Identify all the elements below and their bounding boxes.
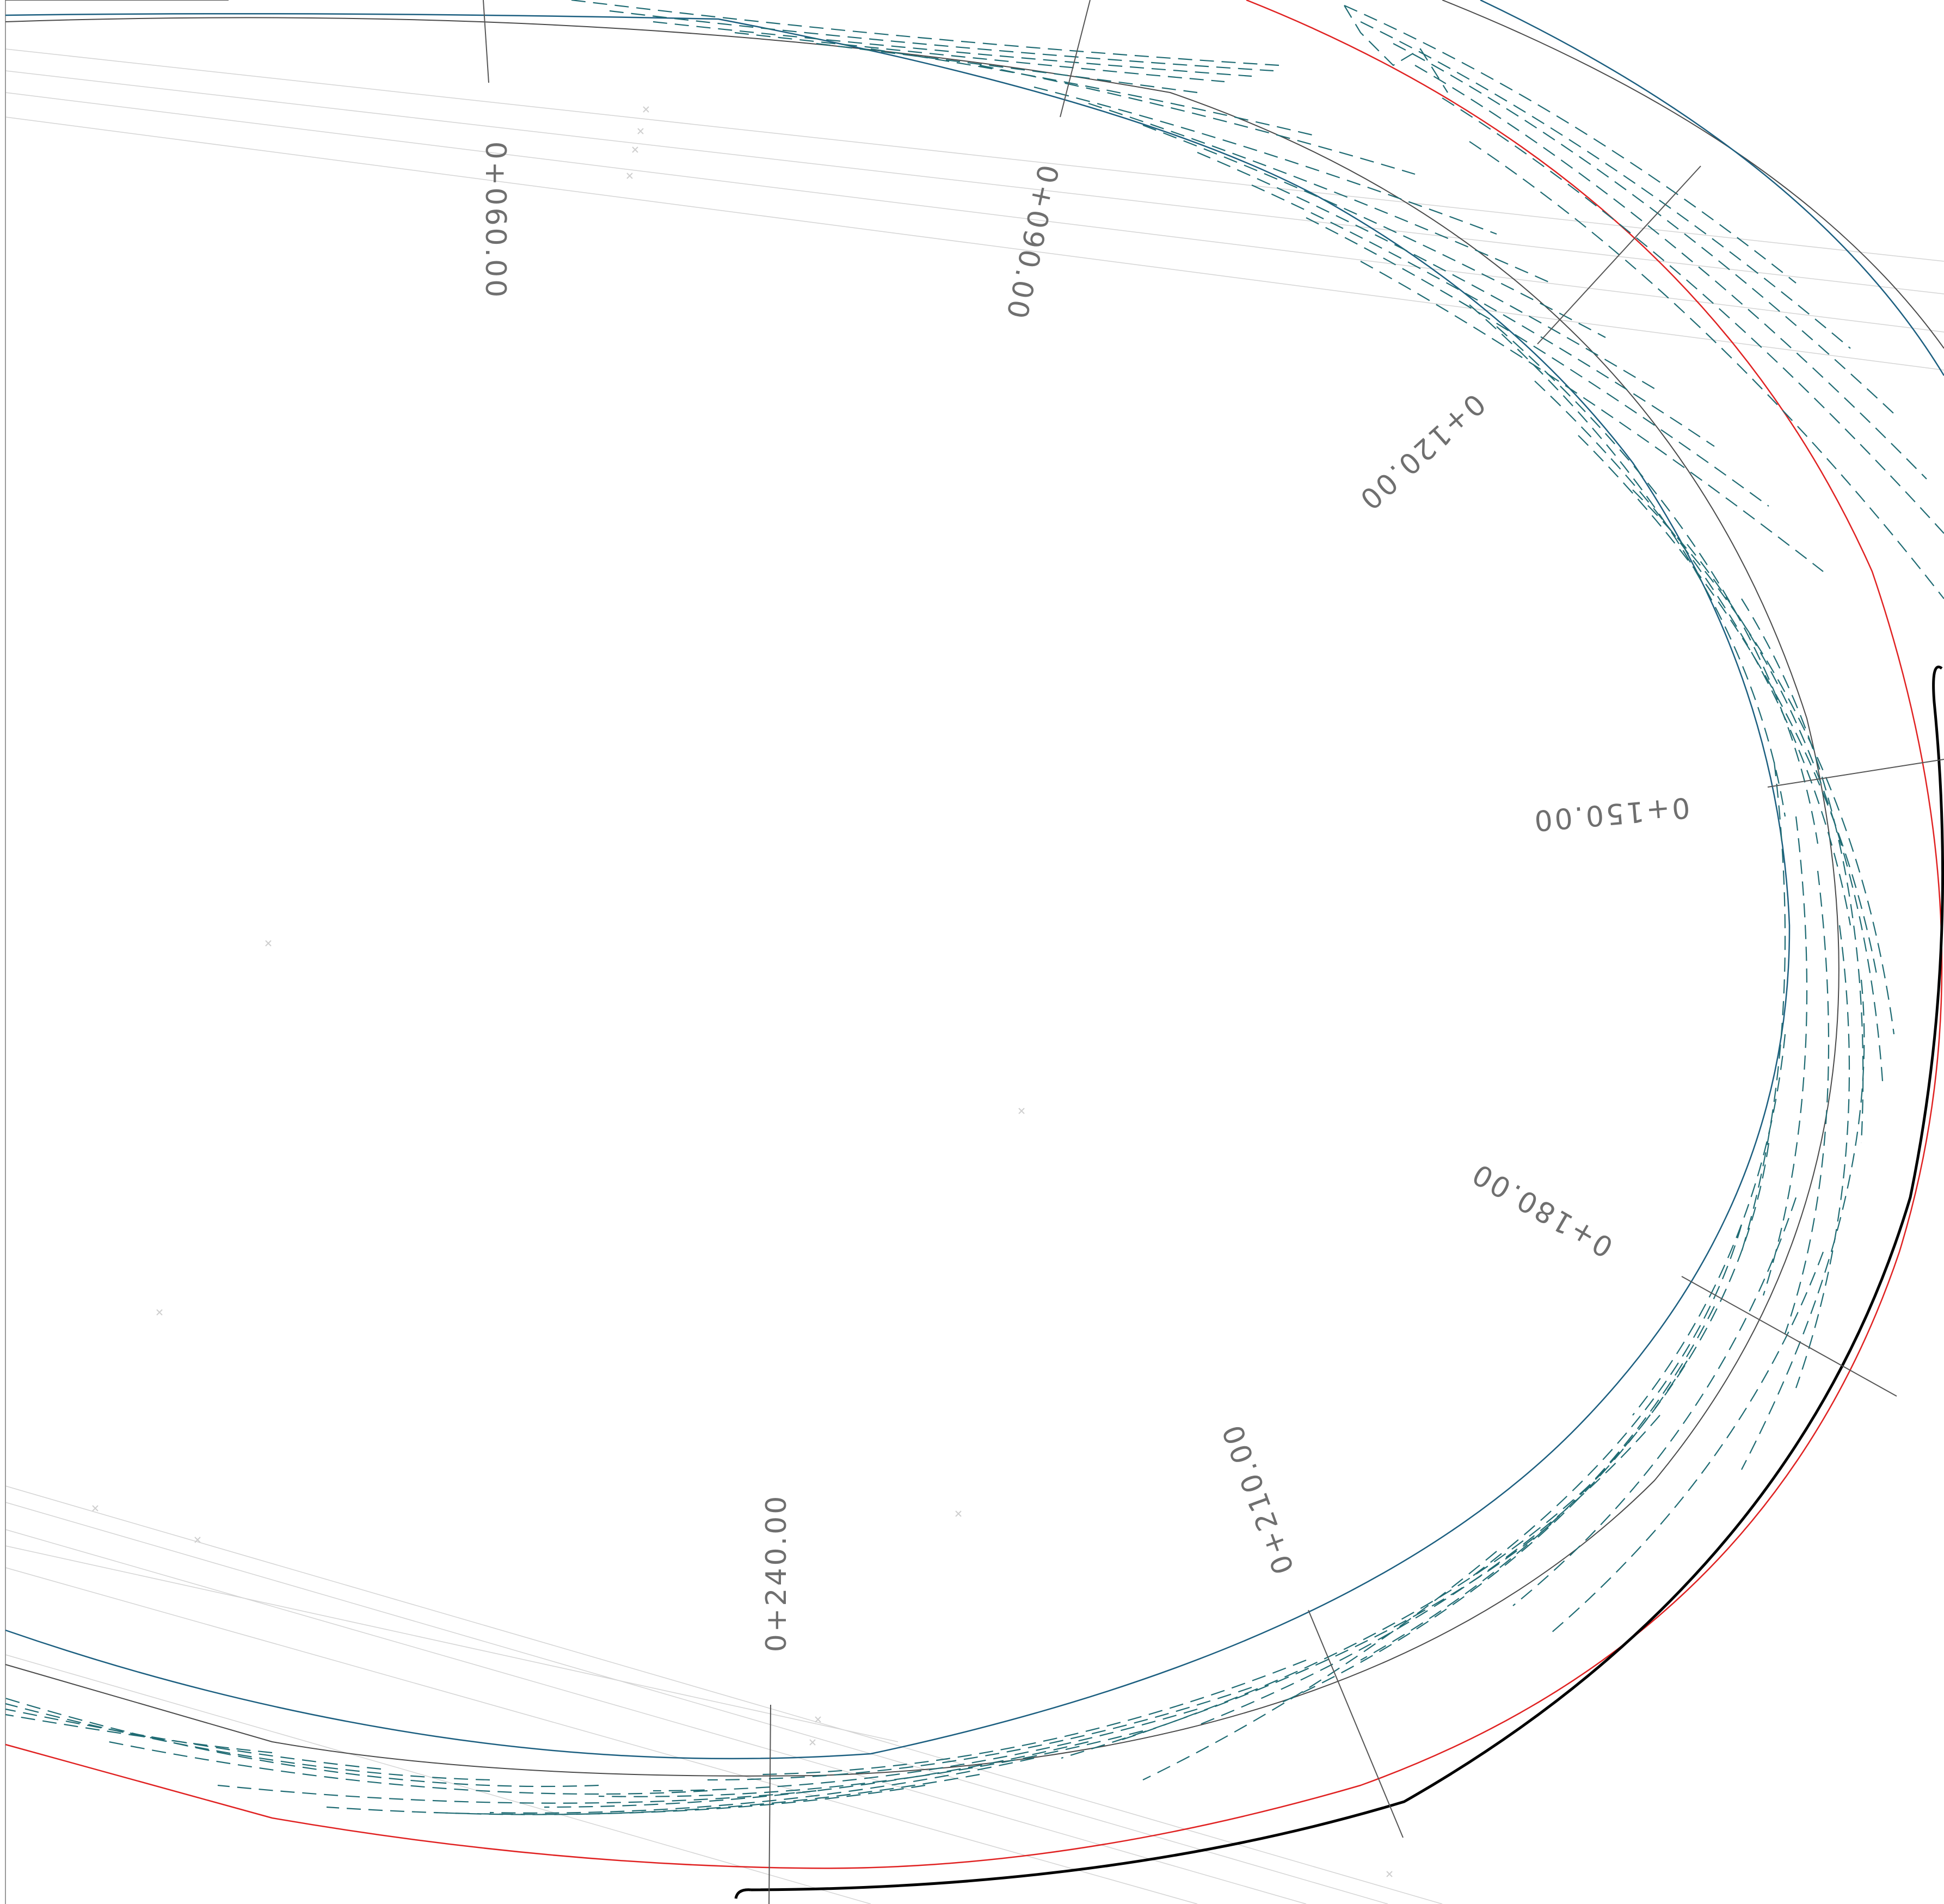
inner-edge-blue-line — [5, 13, 1791, 1760]
station-label-240: 0+240.00 — [760, 1494, 793, 1653]
station-label-210: 0+210.00 — [1216, 1418, 1301, 1579]
station-label-120: 0+120.00 — [1352, 387, 1491, 517]
station-tick-180 — [1681, 1276, 1897, 1397]
black-pavement-edge-corner — [734, 1888, 752, 1899]
station-tick-090 — [1060, 0, 1091, 118]
station-tick-060 — [483, 0, 489, 83]
station-tick-150 — [1767, 759, 1944, 788]
station-tick-120 — [1537, 165, 1701, 345]
station-label-150: 0+150.00 — [1531, 790, 1691, 837]
grading-hatch-top — [571, 0, 1944, 599]
station-tick-240 — [768, 1704, 771, 1904]
grading-hatch-bottom — [5, 1659, 1307, 1815]
alignment-centerline — [5, 17, 1840, 1777]
survey-point-marks — [92, 106, 1393, 1877]
background-survey-lines — [5, 48, 1944, 1904]
station-label-180: 0+180.00 — [1466, 1156, 1619, 1263]
station-label-060: 0+060.00 — [479, 142, 512, 300]
grading-hatch-curve — [1061, 304, 1895, 1780]
outer-edge-blue-line — [1480, 0, 1944, 376]
station-labels: 0+060.00 0+090.00 0+120.00 0+150.00 0+18… — [479, 142, 1691, 1653]
station-tick-210 — [1308, 1610, 1404, 1838]
alignment-outer-offset — [1442, 0, 1944, 349]
red-road-edge-line — [5, 0, 1943, 1869]
station-ticks — [483, 0, 1944, 1904]
black-pavement-edge-line — [750, 665, 1944, 1891]
